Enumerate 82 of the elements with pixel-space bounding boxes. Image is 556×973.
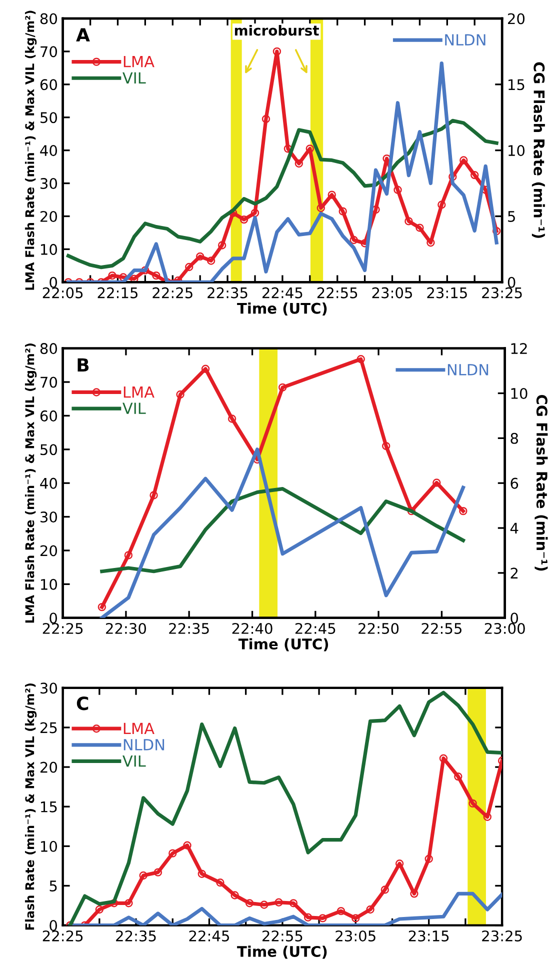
x-tick-label: 22:15	[98, 287, 138, 298]
y2-axis-title: CG Flash Rate (min⁻¹)	[532, 62, 545, 238]
y-tick-label: 30	[40, 178, 57, 190]
y2-tick-label: 4	[510, 522, 518, 534]
legend-label: LMA	[124, 56, 154, 68]
x-axis-title: Time (UTC)	[237, 946, 327, 959]
chart-title: A	[76, 28, 90, 42]
y-tick-label: 70	[40, 376, 57, 388]
x-tick-label: 22:35	[116, 930, 156, 942]
y-axis-title: Flash Rate (min⁻¹) & Max VIL (kg/m²)	[24, 684, 37, 930]
y-tick-label: 60	[40, 79, 57, 90]
y-tick-label: 20	[40, 545, 57, 556]
y2-tick-label: 2	[510, 568, 518, 578]
y-tick-label: 5	[50, 880, 57, 892]
x-tick-label: 23:05	[372, 287, 412, 298]
y-tick-label: 30	[40, 512, 57, 523]
x-tick-label: 23:15	[408, 930, 449, 942]
x-tick-label: 23:25	[482, 287, 522, 298]
x-tick-label: 22:55	[262, 930, 302, 942]
y-axis-title: LMA Flash Rate (min⁻¹) & Max VIL (kg/m²)	[24, 344, 37, 623]
legend-label: NLDN	[124, 739, 164, 750]
y-axis-title: LMA Flash Rate (min⁻¹) & Max VIL (kg/m²)	[24, 10, 37, 290]
x-axis-title: Time (UTC)	[238, 638, 328, 652]
y-tick-label: 10	[41, 840, 57, 852]
y2-axis-title: CG Flash Rate (min⁻¹)	[534, 394, 548, 571]
x-tick-label: 22:45	[262, 287, 302, 298]
x-tick-label: 22:35	[169, 622, 209, 634]
y-tick-label: 10	[41, 244, 57, 255]
y-tick-label: 15	[41, 802, 57, 812]
y2-tick-label: 10	[508, 145, 525, 156]
y-tick-label: 20	[40, 762, 57, 773]
chart-title: B	[78, 358, 89, 372]
x-tick-label: 22:55	[317, 287, 358, 298]
y-tick-label: 40	[40, 145, 57, 156]
x-tick-label: 23:15	[427, 287, 467, 298]
y2-tick-label: 20	[508, 13, 525, 24]
x-tick-label: 22:05	[42, 287, 83, 298]
x-axis-title: Time (UTC)	[237, 302, 327, 316]
x-tick-label: 22:25	[42, 930, 83, 942]
y-tick-label: 10	[41, 578, 57, 590]
y-tick-label: 60	[40, 410, 57, 422]
legend-label: LMA	[124, 386, 154, 398]
x-tick-label: 22:50	[358, 622, 399, 634]
y-tick-label: 0	[50, 612, 57, 624]
y-tick-label: 80	[40, 343, 57, 354]
y2-tick-label: 6	[510, 478, 518, 489]
annotation: microburst	[234, 24, 319, 36]
chart-title: C	[76, 696, 88, 710]
legend-label: NLDN	[445, 34, 486, 46]
y-tick-label: 30	[40, 682, 57, 694]
y2-tick-label: 12	[511, 343, 527, 354]
y2-tick-label: 10	[511, 388, 528, 399]
x-tick-label: 22:25	[42, 622, 83, 634]
y2-tick-label: 15	[508, 79, 524, 90]
x-tick-label: 22:30	[106, 622, 146, 634]
y-tick-label: 50	[40, 444, 57, 456]
y-tick-label: 25	[40, 722, 57, 734]
y-tick-label: 50	[40, 112, 57, 124]
y2-tick-label: 8	[510, 432, 518, 444]
x-tick-label: 22:45	[189, 930, 229, 942]
legend-label: NLDN	[448, 364, 488, 376]
y-tick-label: 70	[40, 46, 57, 58]
y-tick-label: 0	[50, 920, 57, 932]
y2-tick-label: 0	[510, 612, 518, 624]
x-tick-label: 22:40	[232, 622, 272, 634]
x-tick-label: 23:05	[336, 930, 376, 942]
y-tick-label: 40	[40, 478, 57, 489]
legend-label: VIL	[122, 402, 146, 414]
legend-label: LMA	[124, 722, 154, 734]
y2-tick-label: 5	[508, 211, 515, 222]
x-tick-label: 22:45	[295, 622, 336, 634]
y-tick-label: 20	[40, 210, 57, 222]
x-tick-label: 22:55	[422, 622, 462, 634]
legend-label: VIL	[122, 755, 146, 767]
x-tick-label: 23:00	[484, 622, 525, 634]
y-tick-label: 0	[50, 276, 57, 288]
x-tick-label: 23:25	[482, 930, 522, 942]
x-tick-label: 22:35	[208, 287, 248, 298]
y-tick-label: 80	[40, 13, 57, 24]
x-tick-label: 22:25	[152, 287, 192, 298]
y2-tick-label: 0	[508, 276, 516, 288]
legend-label: VIL	[122, 72, 146, 84]
